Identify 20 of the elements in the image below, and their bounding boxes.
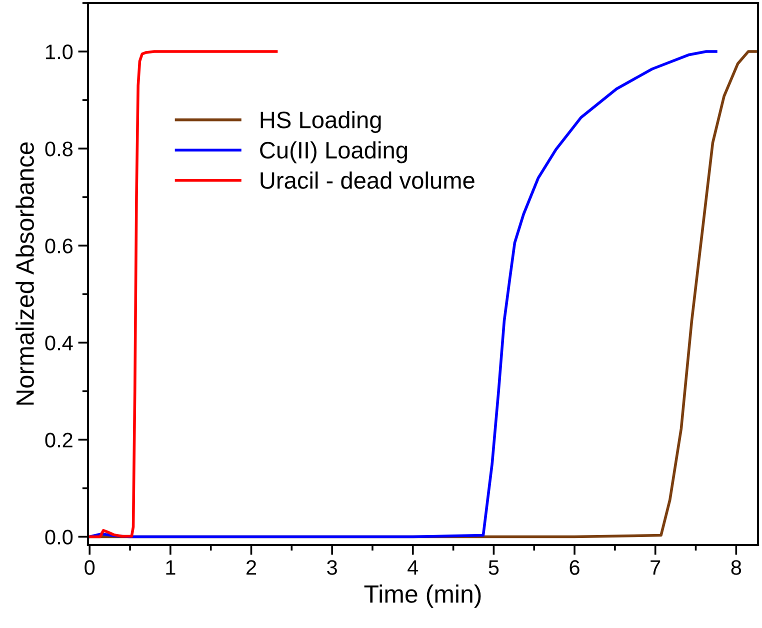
x-tick-label: 1 — [166, 560, 176, 575]
y-tick-label: 0.6 — [45, 238, 73, 254]
y-tick-label: 0.8 — [45, 142, 73, 156]
x-axis-title: Time (min) — [364, 584, 481, 608]
y-axis-title: Normalized Absorbance — [16, 142, 34, 405]
y-tick-label: 0.4 — [45, 336, 73, 350]
x-tick-label: 2 — [246, 560, 256, 575]
y-tick-label: 1.0 — [46, 44, 73, 60]
legend-label: Uracil - dead volume — [260, 172, 474, 189]
x-tick-label: 7 — [650, 560, 660, 575]
x-tick-label: 0 — [84, 560, 95, 575]
legend-label: Cu(II) Loading — [260, 141, 407, 164]
legend-label: HS Loading — [260, 110, 381, 133]
x-tick-label: 6 — [570, 560, 580, 575]
y-tick-label: 0.2 — [45, 432, 72, 448]
x-tick-label: 8 — [731, 560, 742, 575]
x-tick-label: 5 — [488, 560, 499, 575]
x-tick-label: 3 — [327, 560, 337, 575]
x-tick-label: 4 — [408, 560, 418, 575]
y-tick-label: 0.0 — [45, 530, 73, 545]
